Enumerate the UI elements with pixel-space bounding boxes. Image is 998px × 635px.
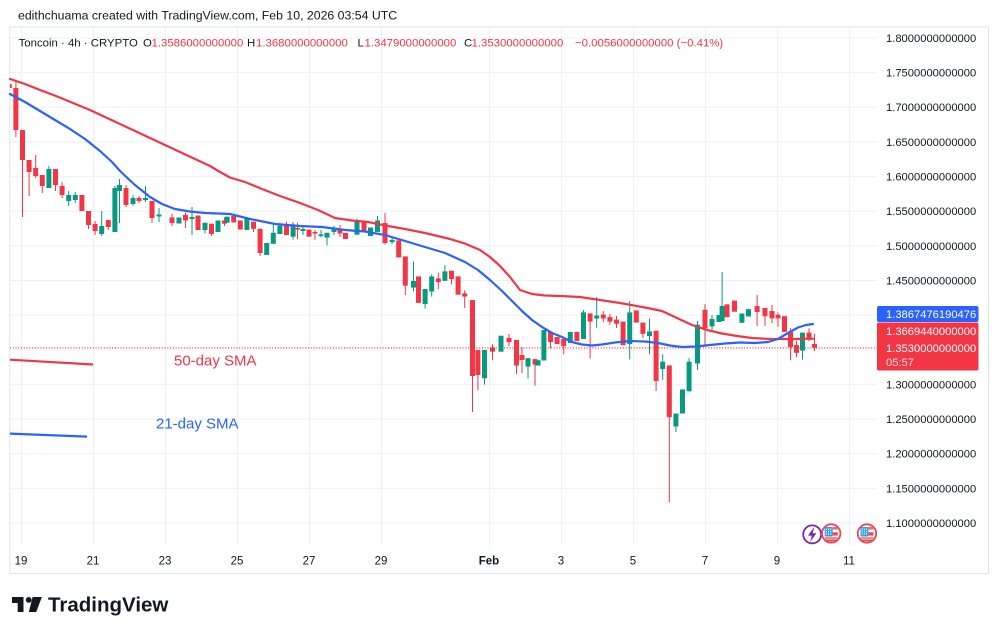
svg-text:1.3867476190476: 1.3867476190476: [886, 309, 976, 321]
svg-text:27: 27: [303, 555, 316, 567]
svg-text:23: 23: [159, 555, 172, 567]
svg-text:1.1000000000000: 1.1000000000000: [886, 518, 976, 530]
svg-text:Toncoin · 4h · CRYPTO: Toncoin · 4h · CRYPTO: [19, 38, 138, 50]
svg-text:−0.0056000000000 (−0.41%): −0.0056000000000 (−0.41%): [575, 38, 723, 50]
svg-text:1.5500000000000: 1.5500000000000: [886, 206, 976, 218]
svg-text:1.1500000000000: 1.1500000000000: [886, 483, 976, 495]
svg-text:7: 7: [702, 555, 708, 567]
svg-text:1.2500000000000: 1.2500000000000: [886, 414, 976, 426]
svg-text:1.3479000000000: 1.3479000000000: [365, 38, 457, 50]
svg-text:11: 11: [843, 555, 855, 567]
svg-text:1.3680000000000: 1.3680000000000: [256, 38, 348, 50]
svg-text:1.6000000000000: 1.6000000000000: [886, 172, 976, 184]
svg-text:1.3530000000000: 1.3530000000000: [472, 38, 564, 50]
svg-text:19: 19: [15, 555, 28, 567]
svg-text:21: 21: [87, 555, 100, 567]
svg-text:edithchuama created with Tradi: edithchuama created with TradingView.com…: [18, 9, 397, 23]
svg-text:TradingView: TradingView: [48, 594, 168, 617]
svg-text:L: L: [358, 38, 364, 50]
svg-text:1.8000000000000: 1.8000000000000: [886, 33, 976, 45]
svg-text:1.4500000000000: 1.4500000000000: [886, 276, 976, 288]
svg-text:1.3000000000000: 1.3000000000000: [886, 379, 976, 391]
svg-text:H: H: [247, 38, 255, 50]
svg-text:5: 5: [630, 555, 636, 567]
svg-text:29: 29: [375, 555, 388, 567]
svg-text:50-day SMA: 50-day SMA: [174, 353, 257, 370]
svg-text:C: C: [464, 38, 472, 50]
svg-text:1.6500000000000: 1.6500000000000: [886, 137, 976, 149]
svg-text:05:57: 05:57: [886, 357, 914, 369]
svg-text:1.3530000000000: 1.3530000000000: [886, 343, 976, 355]
svg-text:25: 25: [231, 555, 244, 567]
svg-text:9: 9: [774, 555, 780, 567]
svg-text:1.7500000000000: 1.7500000000000: [886, 68, 976, 80]
svg-text:O: O: [143, 38, 152, 50]
svg-text:Feb: Feb: [479, 555, 499, 567]
svg-text:1.5000000000000: 1.5000000000000: [886, 241, 976, 253]
svg-text:21-day SMA: 21-day SMA: [156, 416, 239, 433]
svg-text:3: 3: [558, 555, 564, 567]
svg-text:1.3586000000000: 1.3586000000000: [152, 38, 244, 50]
svg-text:1.2000000000000: 1.2000000000000: [886, 449, 976, 461]
svg-text:1.3669440000000: 1.3669440000000: [886, 326, 976, 338]
svg-text:1.7000000000000: 1.7000000000000: [886, 102, 976, 114]
